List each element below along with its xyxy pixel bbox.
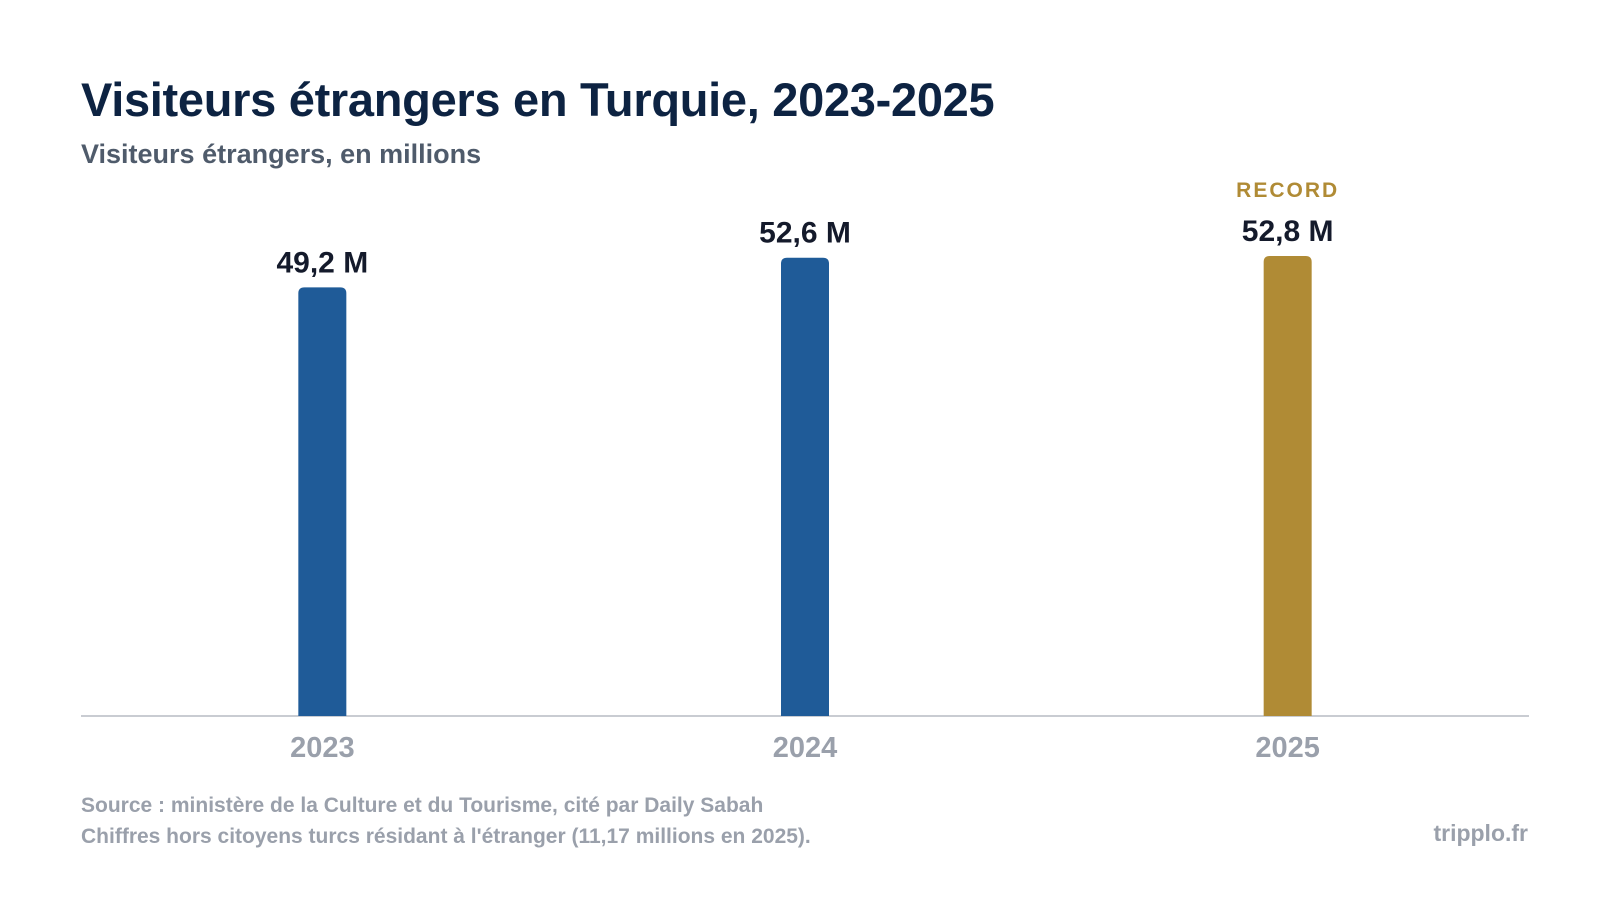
chart-title: Visiteurs étrangers en Turquie, 2023-202… (81, 73, 995, 126)
record-badge: RECORD (1236, 179, 1339, 202)
x-tick-label-2024: 2024 (773, 732, 838, 764)
x-tick-label-2025: 2025 (1255, 732, 1320, 764)
value-label-2025: 52,8 M (1242, 215, 1334, 248)
value-label-2023: 49,2 M (276, 246, 368, 279)
chart-subtitle: Visiteurs étrangers, en millions (81, 139, 482, 169)
x-tick-label-2023: 2023 (290, 732, 355, 764)
source-line: Source : ministère de la Culture et du T… (81, 794, 764, 817)
bars-group: 49,2 M 2023 52,6 M 2024 52,8 M RECORD 2025 (276, 179, 1339, 764)
bar-2023 (298, 287, 347, 716)
value-label-2024: 52,6 M (759, 217, 851, 250)
brand-logo-text: tripplo.fr (1433, 820, 1528, 846)
footnote-line: Chiffres hors citoyens turcs résidant à … (81, 825, 811, 848)
bar-2024 (781, 257, 829, 716)
source-note: Source : ministère de la Culture et du T… (81, 790, 811, 852)
bar-2025 (1263, 256, 1312, 716)
